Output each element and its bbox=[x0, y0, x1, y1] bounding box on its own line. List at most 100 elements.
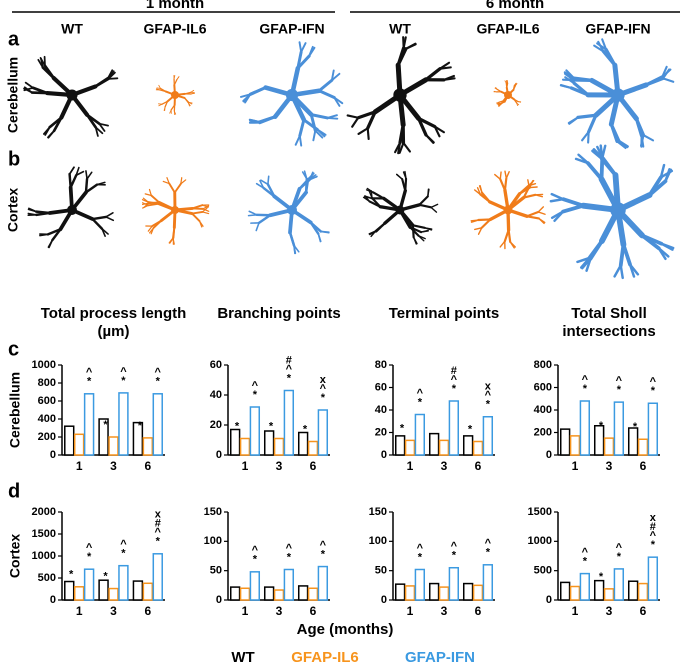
significance-mark: ^ bbox=[286, 363, 293, 375]
process bbox=[363, 196, 373, 199]
process bbox=[47, 129, 56, 139]
column-label: GFAP-IL6 bbox=[476, 21, 539, 37]
x-tick-label: 1 bbox=[76, 604, 83, 618]
bar bbox=[472, 440, 484, 456]
process bbox=[476, 187, 482, 196]
significance-mark: * bbox=[103, 419, 108, 431]
process bbox=[333, 96, 341, 107]
x-tick-label: 3 bbox=[606, 604, 613, 618]
significance-mark: * bbox=[87, 551, 92, 563]
significance-mark: x bbox=[320, 374, 327, 386]
bar bbox=[142, 582, 154, 601]
process bbox=[94, 126, 99, 137]
bar bbox=[142, 437, 154, 456]
process bbox=[317, 232, 322, 243]
process bbox=[417, 116, 428, 137]
process bbox=[600, 156, 618, 177]
y-tick-label: 0 bbox=[381, 594, 387, 606]
process bbox=[169, 109, 172, 114]
astrocyte bbox=[559, 38, 675, 150]
process bbox=[142, 197, 149, 203]
process bbox=[150, 194, 161, 204]
significance-mark: ^ bbox=[417, 387, 424, 399]
process bbox=[617, 139, 629, 148]
significance-mark: ^ bbox=[86, 367, 93, 379]
bar bbox=[482, 416, 494, 456]
process bbox=[597, 40, 605, 53]
process bbox=[418, 203, 433, 209]
significance-mark: ^ bbox=[650, 376, 657, 388]
process bbox=[158, 84, 161, 89]
y-tick-label: 200 bbox=[534, 426, 552, 438]
process bbox=[43, 64, 56, 80]
process bbox=[317, 78, 334, 93]
process bbox=[659, 163, 666, 179]
process bbox=[28, 207, 38, 213]
x-tick-label: 3 bbox=[606, 459, 613, 473]
bar bbox=[637, 438, 649, 456]
process bbox=[23, 87, 33, 94]
significance-mark: ^ bbox=[485, 538, 492, 550]
process bbox=[346, 114, 360, 119]
significance-mark: ^ bbox=[650, 530, 657, 542]
process bbox=[190, 89, 195, 93]
process bbox=[661, 77, 675, 83]
significance-mark: * bbox=[633, 421, 638, 433]
bar bbox=[98, 579, 109, 601]
bar bbox=[283, 389, 295, 456]
process bbox=[424, 133, 435, 144]
process bbox=[516, 102, 518, 107]
significance-mark: # bbox=[155, 518, 161, 530]
significance-mark: ^ bbox=[252, 380, 259, 392]
significance-mark: * bbox=[303, 423, 308, 435]
bar bbox=[64, 580, 75, 601]
process bbox=[148, 188, 152, 197]
bar bbox=[73, 433, 85, 456]
significance-mark: * bbox=[599, 420, 604, 432]
process bbox=[644, 75, 664, 87]
x-tick-label: 6 bbox=[640, 604, 647, 618]
process bbox=[480, 191, 491, 203]
bar bbox=[559, 428, 571, 456]
process bbox=[202, 208, 210, 212]
x-tick-label: 1 bbox=[407, 459, 414, 473]
astrocyte bbox=[155, 75, 195, 116]
process bbox=[84, 183, 99, 194]
process bbox=[433, 125, 445, 134]
soma bbox=[66, 89, 78, 101]
bar bbox=[559, 581, 571, 601]
x-tick-label: 3 bbox=[110, 604, 117, 618]
process bbox=[372, 191, 385, 200]
process bbox=[308, 175, 318, 181]
panel-letter: c bbox=[8, 338, 19, 360]
process bbox=[495, 86, 498, 90]
process bbox=[300, 42, 307, 53]
process bbox=[156, 87, 161, 89]
soma bbox=[504, 91, 512, 99]
process bbox=[537, 211, 546, 215]
y-tick-label: 400 bbox=[38, 413, 56, 425]
process bbox=[477, 227, 483, 235]
process bbox=[619, 264, 624, 280]
significance-mark: ^ bbox=[417, 542, 424, 554]
significance-mark: * bbox=[321, 392, 326, 404]
process bbox=[198, 220, 204, 227]
process bbox=[37, 58, 44, 69]
significance-mark: ^ bbox=[616, 375, 623, 387]
bar bbox=[404, 585, 416, 601]
y-tick-label: 1500 bbox=[32, 528, 56, 540]
process bbox=[417, 235, 426, 240]
x-tick-label: 3 bbox=[110, 459, 117, 473]
significance-mark: * bbox=[253, 554, 258, 566]
bar bbox=[229, 428, 241, 456]
bar bbox=[64, 425, 75, 456]
astrocyte bbox=[470, 170, 546, 250]
x-axis-label: Age (months) bbox=[297, 621, 394, 638]
process bbox=[314, 129, 324, 139]
y-tick-label: 1000 bbox=[32, 359, 56, 371]
y-tick-label: 40 bbox=[210, 389, 222, 401]
process bbox=[191, 210, 204, 215]
significance-mark: * bbox=[651, 539, 656, 551]
process bbox=[366, 110, 377, 130]
significance-mark: ^ bbox=[252, 545, 259, 557]
